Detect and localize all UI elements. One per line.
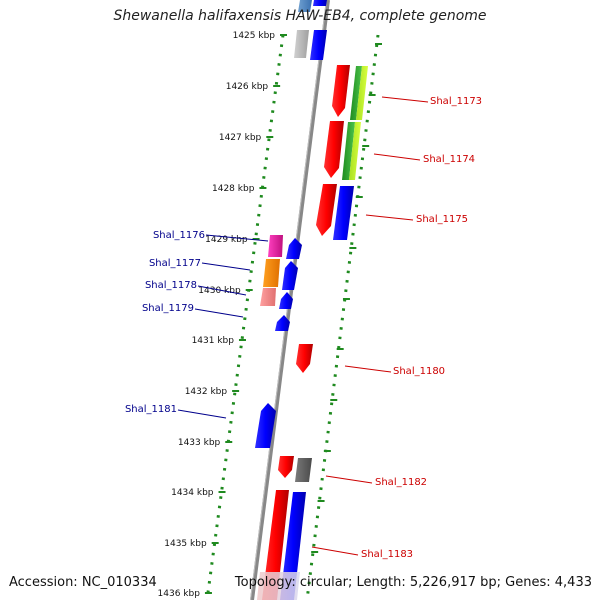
left-gene-labels: Shal_1176 Shal_1177 Shal_1178 Shal_1179 Shal…	[125, 230, 269, 419]
leader-line-right	[365, 214, 414, 221]
gene-shal-1175[interactable]	[316, 184, 337, 236]
gene-label-right[interactable]: Shal_1174	[423, 154, 475, 165]
gene-label-left[interactable]: Shal_1178	[145, 280, 197, 291]
gene-label-left[interactable]: Shal_1177	[149, 258, 201, 269]
gene-shal-1173-green[interactable]	[350, 66, 362, 120]
gene-shal-1177[interactable]	[263, 259, 280, 287]
leader-line-left	[194, 308, 244, 318]
gene-partial-top-gray[interactable]	[294, 30, 309, 58]
kbp-tick-label: 1429 kbp	[205, 235, 248, 245]
gene-label-right[interactable]: Shal_1175	[416, 214, 468, 225]
gene-label-right[interactable]: Shal_1180	[393, 366, 445, 377]
leader-line-left	[205, 234, 269, 242]
gene-shal-1182[interactable]	[278, 456, 294, 478]
leader-line-right	[373, 153, 421, 161]
gene-label-right[interactable]: Shal_1182	[375, 477, 427, 488]
kbp-tick-label: 1434 kbp	[171, 488, 214, 498]
genome-summary-text: Topology: circular; Length: 5,226,917 bp…	[234, 575, 592, 590]
gene-label-right[interactable]: Shal_1183	[361, 549, 413, 560]
gene-shal-1179[interactable]	[275, 315, 290, 331]
kbp-tick-label: 1425 kbp	[233, 31, 276, 41]
gene-label-right[interactable]: Shal_1173	[430, 96, 482, 107]
leader-line-left	[201, 262, 251, 271]
kbp-tick-label: 1428 kbp	[212, 184, 255, 194]
leader-line-left	[177, 409, 227, 419]
gene-label-left[interactable]: Shal_1179	[142, 303, 194, 314]
gene-faint-bottom[interactable]	[257, 572, 300, 600]
kbp-tick-label: 1432 kbp	[185, 387, 228, 397]
dotted-track-right	[305, 34, 380, 601]
leader-line-right	[381, 96, 429, 103]
gene-shal-1181[interactable]	[255, 403, 276, 448]
kbp-tick-label: 1435 kbp	[164, 539, 207, 549]
accession-text: Accession: NC_010334	[9, 575, 157, 590]
kbp-ticks: 1425 kbp 1426 kbp 1427 kbp 1428 kbp 1429 kbp…	[158, 31, 382, 603]
gene-label-left[interactable]: Shal_1176	[153, 230, 205, 241]
gene-shal-1174-lime[interactable]	[349, 122, 361, 180]
leader-line-right	[325, 475, 373, 484]
kbp-tick-label: 1431 kbp	[192, 336, 235, 346]
gene-shal-1173[interactable]	[332, 65, 350, 117]
gene-partial-top-blue[interactable]	[310, 30, 327, 60]
dotted-track-left	[205, 34, 285, 601]
kbp-tick-label: 1430 kbp	[198, 286, 241, 296]
kbp-tick-label: 1433 kbp	[178, 438, 221, 448]
gene-partial-top-steel[interactable]	[298, 0, 312, 12]
kbp-tick-label: 1436 kbp	[158, 589, 201, 599]
gene-shal-1176-blue[interactable]	[286, 238, 302, 259]
gene-partial-top-blue-2[interactable]	[313, 0, 327, 6]
gene-shal-1178[interactable]	[260, 288, 276, 306]
map-title: Shewanella halifaxensis HAW-EB4, complet…	[113, 8, 487, 24]
gene-shal-1180[interactable]	[296, 344, 313, 373]
gene-shal-1175-blue[interactable]	[333, 186, 354, 240]
leader-line-right	[311, 546, 359, 556]
gene-shal-1174-green[interactable]	[342, 122, 355, 180]
right-gene-labels: Shal_1173 Shal_1174 Shal_1175 Shal_1180 Shal…	[311, 96, 482, 560]
leader-line-left	[197, 285, 247, 296]
leader-line-right	[344, 365, 392, 373]
gene-shal-1176[interactable]	[268, 235, 283, 257]
gene-shal-1178-blue[interactable]	[279, 292, 293, 309]
gene-features	[255, 0, 368, 600]
gene-shal-1177-blue[interactable]	[282, 261, 298, 290]
gene-shal-1173-lime[interactable]	[356, 66, 368, 120]
gene-label-left[interactable]: Shal_1181	[125, 404, 177, 415]
kbp-tick-label: 1426 kbp	[226, 82, 269, 92]
gene-shal-1174[interactable]	[324, 121, 344, 178]
gene-shal-1182-gray[interactable]	[295, 458, 312, 482]
kbp-tick-label: 1427 kbp	[219, 133, 262, 143]
